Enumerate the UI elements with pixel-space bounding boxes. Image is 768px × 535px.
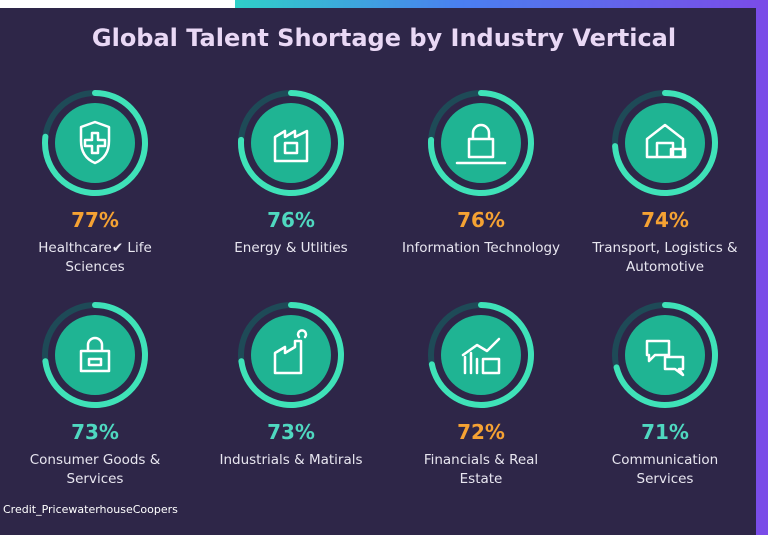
ring-arc — [613, 302, 718, 408]
category-label: Industrials & Matirals — [219, 452, 363, 468]
category-label: Energy & Utlities — [234, 240, 348, 256]
source: Credit_PricewaterhouseCoopers — [3, 503, 178, 516]
category-label: Healthcare✔ Life Sciences — [38, 240, 152, 275]
ring-arc — [612, 90, 718, 196]
icon — [79, 336, 111, 373]
value-label: 76% — [267, 208, 315, 232]
ring-fill — [441, 103, 521, 183]
category-label: Transport, Logistics & Automotive — [592, 240, 738, 275]
value-label: 73% — [267, 420, 315, 444]
value-label: 72% — [457, 420, 505, 444]
icon — [645, 339, 685, 377]
ring-arc — [42, 302, 148, 408]
ring-arc — [428, 90, 534, 196]
value-label: 76% — [457, 208, 505, 232]
value-label: 71% — [641, 420, 689, 444]
category-label: Consumer Goods & Services — [29, 452, 161, 487]
category-label: Information Technology — [401, 240, 561, 256]
panel — [0, 8, 756, 535]
value-label: 74% — [641, 208, 689, 232]
category-label: Communication Services — [611, 452, 719, 487]
ring-fill — [441, 315, 521, 395]
value-label: 77% — [71, 208, 119, 232]
ring-arc — [238, 90, 344, 196]
icon — [273, 329, 308, 375]
chart-title: Global Talent Shortage by Industry Verti… — [91, 24, 677, 52]
category-label: Financials & Real Estate — [423, 452, 539, 487]
ring-arc — [238, 302, 344, 408]
ring-fill — [55, 103, 135, 183]
icon — [455, 123, 507, 165]
ring-arc — [428, 302, 534, 408]
ring-fill — [55, 315, 135, 395]
ring-arc — [42, 90, 148, 196]
icon — [79, 120, 111, 165]
value-label: 73% — [71, 420, 119, 444]
icon — [645, 123, 687, 159]
icon — [461, 337, 501, 375]
ring-fill — [251, 315, 331, 395]
icon — [273, 129, 309, 163]
